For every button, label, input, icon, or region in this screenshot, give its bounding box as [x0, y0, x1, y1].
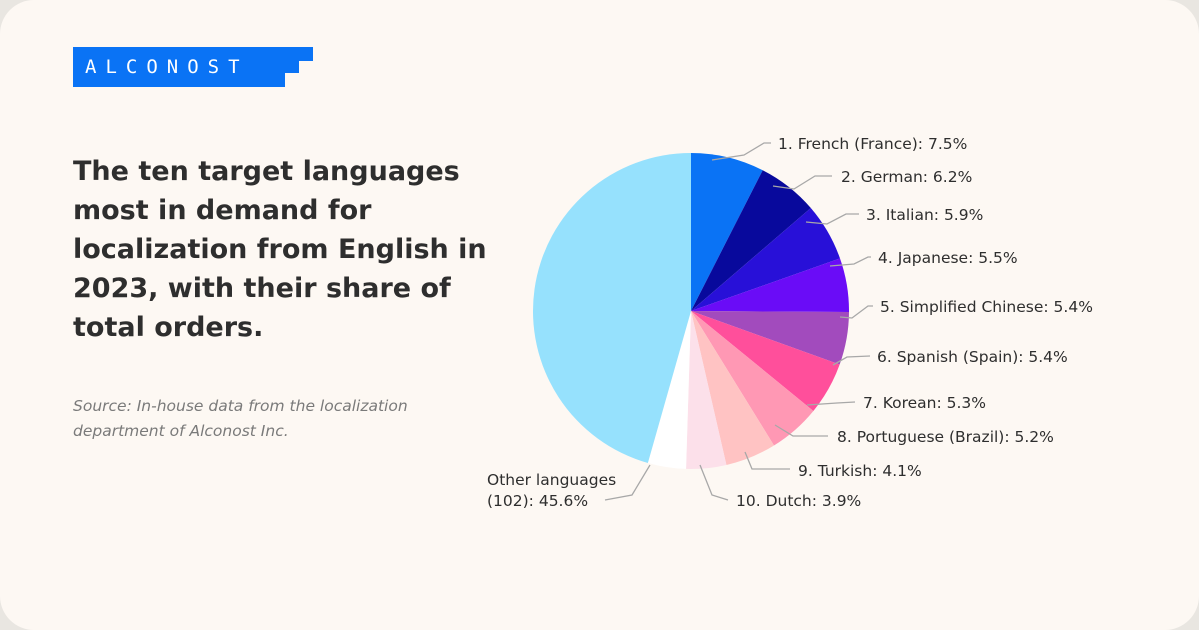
logo-text: ALCONOST: [85, 56, 249, 78]
leader-line-9: [744, 451, 790, 470]
slice-label-1: 1. French (France): 7.5%: [778, 135, 967, 153]
slice-label-7: 7. Korean: 5.3%: [863, 394, 986, 412]
slice-label-5: 5. Simplified Chinese: 5.4%: [880, 298, 1093, 316]
slice-label-6: 6. Spanish (Spain): 5.4%: [877, 348, 1068, 366]
pie-slice-9: [686, 311, 727, 469]
leader-line-3: [805, 213, 859, 225]
pie-slice-4: [691, 258, 850, 312]
slice-label-9: 9. Turkish: 4.1%: [798, 462, 922, 480]
leader-line-11: [604, 464, 651, 501]
pie-slice-7: [691, 311, 814, 446]
leader-line-2: [772, 175, 832, 190]
pie-slices: [532, 153, 850, 469]
pie-slice-2: [691, 170, 811, 311]
slice-label-4: 4. Japanese: 5.5%: [878, 249, 1018, 267]
leader-line-10: [699, 464, 729, 501]
leader-line-1: [711, 142, 771, 161]
pie-slice-3: [691, 208, 840, 311]
pie-slice-1: [691, 153, 763, 311]
pie-slice-11: [532, 153, 691, 463]
leader-line-8: [774, 424, 828, 437]
leader-line-5: [839, 305, 873, 319]
pie-slice-10: [647, 311, 691, 469]
slice-label-11: Other languages (102): 45.6%: [487, 471, 616, 510]
slice-label-3: 3. Italian: 5.9%: [866, 206, 983, 224]
leader-line-4: [829, 256, 871, 267]
leader-line-6: [832, 355, 871, 366]
slice-label-8: 8. Portuguese (Brazil): 5.2%: [837, 428, 1054, 446]
pie-slice-6: [691, 311, 840, 411]
pie-slice-8: [691, 311, 774, 465]
slice-label-10: 10. Dutch: 3.9%: [736, 492, 861, 510]
pie-leader-lines: [604, 142, 873, 501]
leader-line-7: [806, 401, 856, 406]
pie-slice-5: [691, 311, 849, 365]
pie-labels: 1. French (France): 7.5% 2. German: 6.2% 3…: [487, 135, 1093, 510]
source-note: Source: In-house data from the localizat…: [73, 397, 408, 440]
page-title: The ten target languages most in demand …: [73, 156, 487, 343]
slice-label-2: 2. German: 6.2%: [841, 168, 972, 186]
alconost-logo: ALCONOST: [73, 47, 313, 89]
